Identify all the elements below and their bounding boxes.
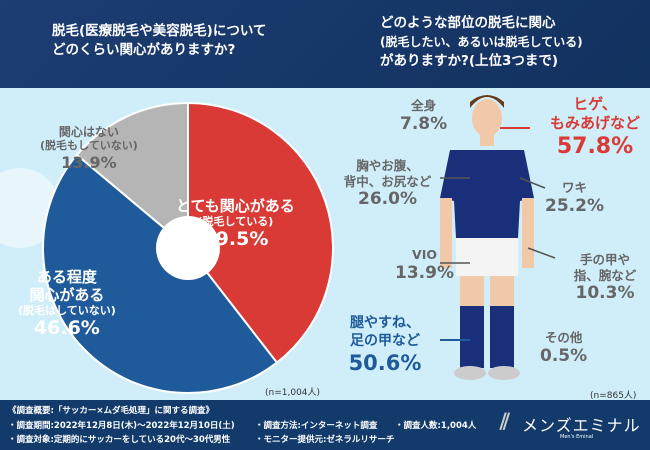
brand-logo: ⫽ メンズエミナル Men's Eminal	[500, 410, 641, 440]
question-2: どのような部位の脱毛に関心 (脱毛したい、あるいは脱毛している) がありますか?(上…	[380, 15, 583, 69]
pie-slice	[187, 101, 334, 364]
label-full-body: 全身 7.8%	[400, 98, 448, 134]
survey-target: ・調査対象:定期的にサッカーをしている20代〜30代男性	[8, 435, 231, 445]
pie-label-none: 関心はない (脱毛もしていない) 13.9%	[40, 125, 138, 172]
pie-label-very: とても関心がある (脱毛している) 39.5%	[176, 197, 295, 251]
label-legs: 腿やすね、 足の甲など 50.6%	[348, 315, 422, 375]
donut-hole	[156, 216, 220, 280]
label-hands: 手の甲や 指、腕など 10.3%	[573, 252, 637, 304]
footer: 《調査概要:「サッカー×ムダ毛処理」に関する調査》 ・調査期間:2022年12月…	[0, 400, 650, 450]
label-other: その他 0.5%	[540, 330, 588, 366]
label-vio: VIO 13.9%	[395, 247, 454, 283]
survey-method: ・調査方法:インターネット調査	[255, 421, 378, 431]
survey-period: ・調査期間:2022年12月8日(木)〜2022年12月10日(土)	[8, 421, 235, 431]
label-armpit: ワキ 25.2%	[545, 180, 604, 216]
note-n1: (n=1,004人)	[265, 388, 321, 398]
player-figure	[440, 95, 534, 380]
survey-provider: ・モニター提供元:ゼネラルリサーチ	[255, 435, 395, 445]
survey-title: 《調査概要:「サッカー×ムダ毛処理」に関する調査》	[8, 406, 215, 416]
header	[0, 0, 650, 88]
question-1: 脱毛(医療脱毛や美容脱毛)について どのくらい関心がありますか?	[52, 23, 267, 58]
pie-label-somewhat: ある程度 関心がある (脱毛はしていない) 46.6%	[18, 268, 116, 340]
survey-count: ・調査人数:1,004人	[395, 421, 477, 431]
pie-chart	[0, 95, 556, 394]
pie-slice	[75, 101, 189, 251]
label-chest: 胸やお腹、 背中、お尻など 26.0%	[343, 158, 432, 210]
label-beard: ヒゲ、 もみあげなど 57.8%	[549, 95, 640, 159]
pie-slice	[42, 153, 279, 394]
note-n2: (n=865人)	[590, 391, 637, 401]
